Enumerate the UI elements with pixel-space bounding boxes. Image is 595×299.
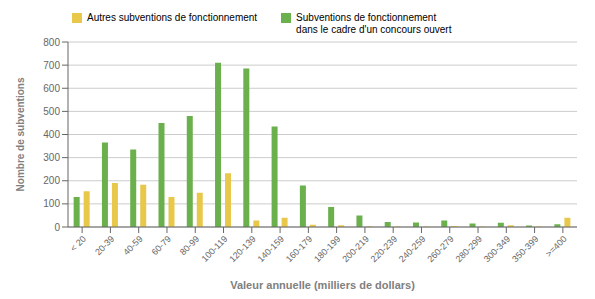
svg-text:140-159: 140-159 <box>256 234 286 264</box>
svg-text:100: 100 <box>43 198 60 209</box>
svg-text:220-239: 220-239 <box>369 234 399 264</box>
svg-text:0: 0 <box>54 222 60 233</box>
svg-text:< 20: < 20 <box>68 234 88 254</box>
svg-text:280-299: 280-299 <box>454 234 484 264</box>
svg-text:80-99: 80-99 <box>178 234 201 257</box>
svg-text:350-399: 350-399 <box>510 234 540 264</box>
svg-text:40-59: 40-59 <box>121 234 144 257</box>
svg-text:>=400: >=400 <box>544 234 569 259</box>
svg-text:20-39: 20-39 <box>93 234 116 257</box>
svg-text:300: 300 <box>43 152 60 163</box>
svg-text:260-279: 260-279 <box>425 234 455 264</box>
svg-text:Nombre de subventions: Nombre de subventions <box>15 77 26 191</box>
svg-text:200: 200 <box>43 175 60 186</box>
svg-text:60-79: 60-79 <box>150 234 173 257</box>
svg-text:200-219: 200-219 <box>340 234 370 264</box>
svg-text:180-199: 180-199 <box>312 234 342 264</box>
svg-text:700: 700 <box>43 60 60 71</box>
svg-text:500: 500 <box>43 106 60 117</box>
html-text:Autres subventions de fonction: Autres subventions de fonctionnement <box>87 12 258 23</box>
svg-text:100-119: 100-119 <box>199 234 229 264</box>
svg-text:160-179: 160-179 <box>284 234 314 264</box>
svg-text:600: 600 <box>43 83 60 94</box>
svg-text:240-259: 240-259 <box>397 234 427 264</box>
svg-text:Valeur annuelle (milliers de d: Valeur annuelle (milliers de dollars) <box>230 279 415 291</box>
html-text:Subventions de fonctionnement: Subventions de fonctionnement dans le ca… <box>296 12 452 35</box>
svg-text:800: 800 <box>43 37 60 48</box>
svg-text:400: 400 <box>43 129 60 140</box>
svg-text:120-139: 120-139 <box>227 234 257 264</box>
svg-text:300-349: 300-349 <box>482 234 512 264</box>
